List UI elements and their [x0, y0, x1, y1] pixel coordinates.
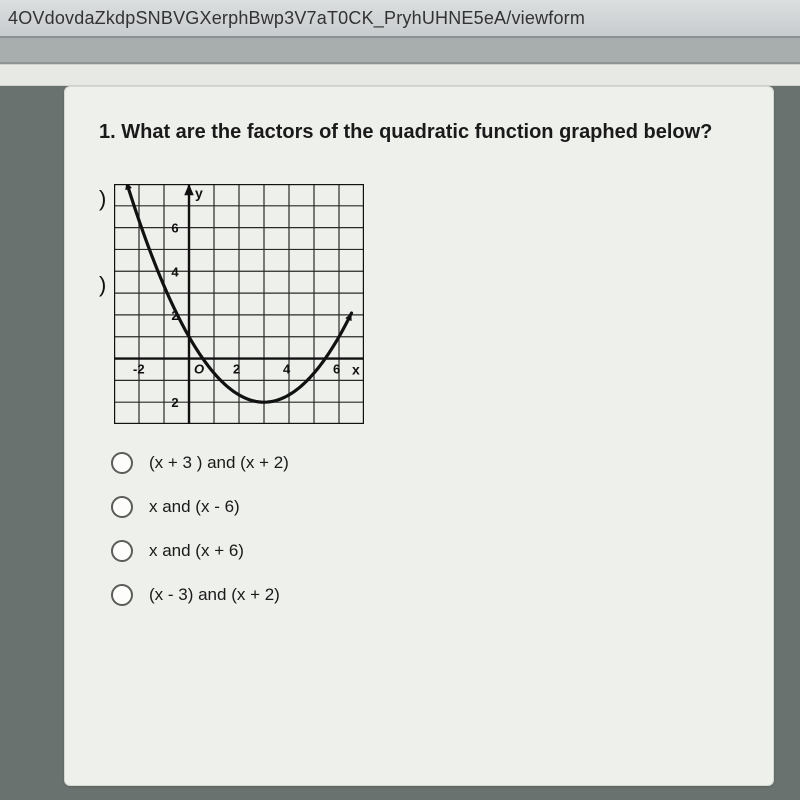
option-label: x and (x + 6)	[149, 541, 244, 561]
svg-text:y: y	[195, 185, 203, 201]
svg-text:O: O	[194, 362, 204, 377]
svg-text:4: 4	[172, 264, 180, 279]
paren-top: )	[99, 186, 106, 212]
option-d[interactable]: (x - 3) and (x + 2)	[111, 584, 739, 606]
svg-text:2: 2	[233, 362, 240, 377]
radio-icon	[111, 540, 133, 562]
option-label: (x - 3) and (x + 2)	[149, 585, 280, 605]
option-a[interactable]: (x + 3 ) and (x + 2)	[111, 452, 739, 474]
question-title: 1. What are the factors of the quadratic…	[99, 121, 739, 144]
quadratic-graph: yx-2O2462462	[114, 184, 364, 424]
radio-icon	[111, 452, 133, 474]
graph-row: ) ) yx-2O2462462	[99, 184, 739, 424]
question-number: 1.	[99, 121, 116, 143]
page-tab-strip	[0, 64, 800, 86]
option-c[interactable]: x and (x + 6)	[111, 540, 739, 562]
question-card: 1. What are the factors of the quadratic…	[64, 86, 774, 786]
question-text: What are the factors of the quadratic fu…	[121, 121, 712, 143]
paren-markers: ) )	[99, 184, 106, 298]
radio-icon	[111, 584, 133, 606]
option-label: x and (x - 6)	[149, 497, 240, 517]
url-text: 4OVdovdaZkdpSNBVGXerphBwp3V7aT0CK_PryhUH…	[8, 8, 585, 29]
svg-text:6: 6	[172, 221, 179, 236]
option-label: (x + 3 ) and (x + 2)	[149, 453, 289, 473]
browser-url-bar[interactable]: 4OVdovdaZkdpSNBVGXerphBwp3V7aT0CK_PryhUH…	[0, 0, 800, 38]
option-b[interactable]: x and (x - 6)	[111, 496, 739, 518]
svg-text:4: 4	[283, 362, 291, 377]
svg-text:6: 6	[333, 362, 340, 377]
svg-text:2: 2	[172, 395, 179, 410]
browser-chrome-gap	[0, 38, 800, 64]
svg-text:-2: -2	[133, 362, 145, 377]
radio-icon	[111, 496, 133, 518]
paren-bottom: )	[99, 272, 106, 298]
answer-options: (x + 3 ) and (x + 2) x and (x - 6) x and…	[111, 452, 739, 606]
svg-text:x: x	[352, 362, 360, 378]
